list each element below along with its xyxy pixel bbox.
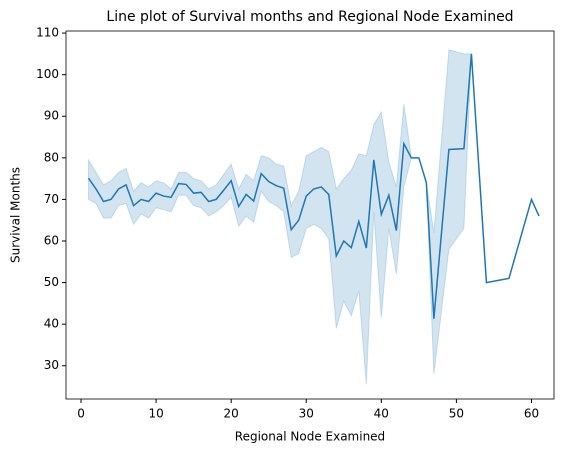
y-tick-label: 50: [44, 275, 59, 289]
y-tick-label: 40: [44, 317, 59, 331]
x-tick-label: 40: [374, 407, 389, 421]
x-axis-label: Regional Node Examined: [235, 430, 385, 444]
y-tick-label: 70: [44, 192, 59, 206]
confidence-band: [88, 49, 540, 385]
x-tick-label: 20: [224, 407, 239, 421]
x-tick-label: 30: [299, 407, 314, 421]
y-tick-label: 30: [44, 358, 59, 372]
y-axis-label: Survival Months: [9, 167, 23, 263]
x-tick-label: 0: [77, 407, 85, 421]
y-tick-label: 110: [36, 26, 59, 40]
x-tick-label: 60: [524, 407, 539, 421]
y-tick-label: 100: [36, 67, 59, 81]
y-tick-label: 80: [44, 150, 59, 164]
y-tick-label: 90: [44, 109, 59, 123]
chart-title: Line plot of Survival months and Regiona…: [106, 9, 513, 25]
x-tick-label: 10: [148, 407, 163, 421]
x-tick-label: 50: [449, 407, 464, 421]
plot-frame: [65, 30, 555, 400]
line: [87, 53, 540, 319]
y-tick-label: 60: [44, 233, 59, 247]
